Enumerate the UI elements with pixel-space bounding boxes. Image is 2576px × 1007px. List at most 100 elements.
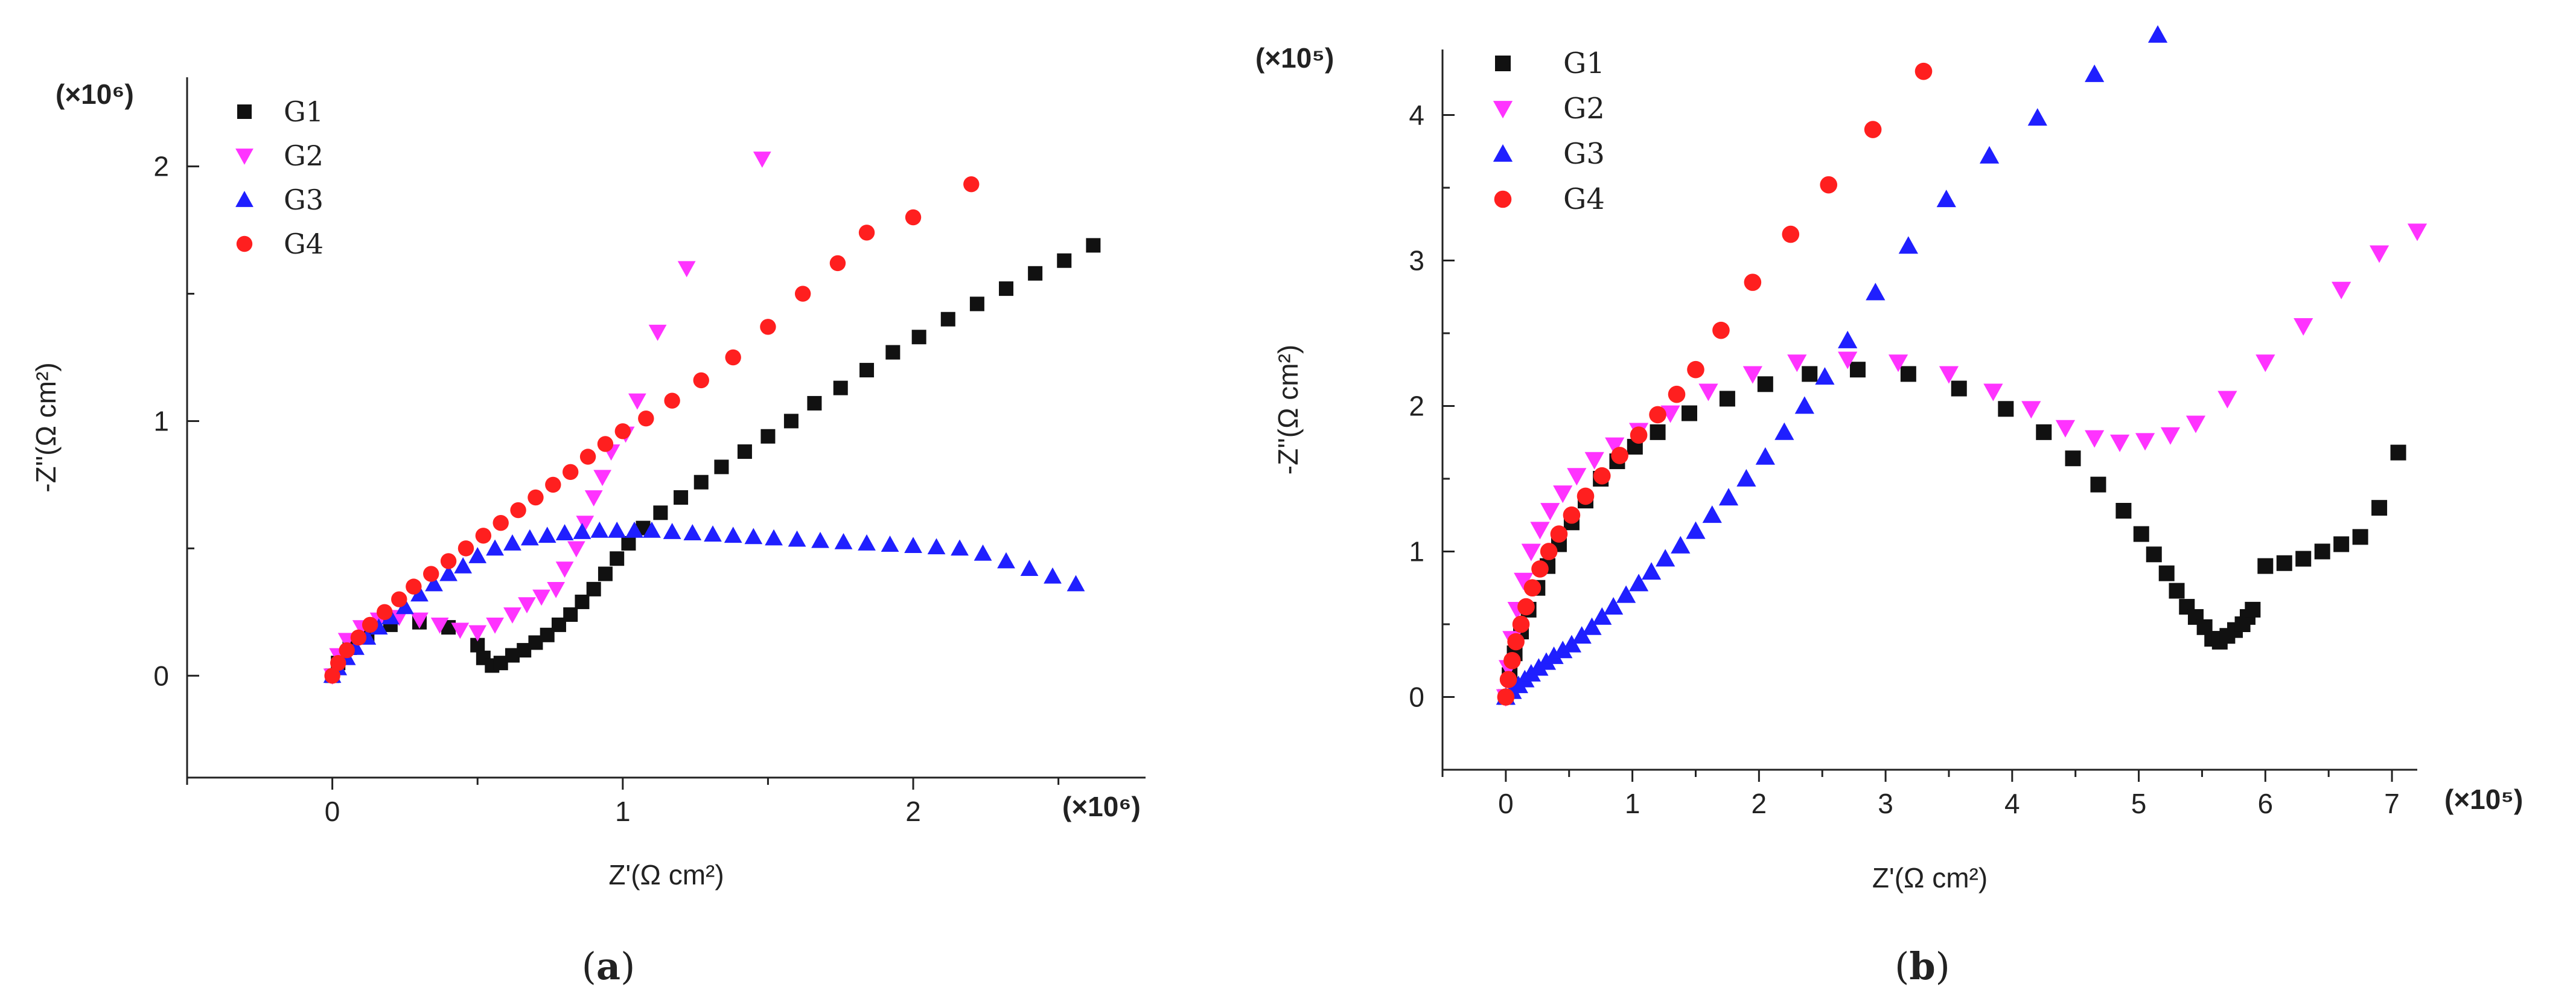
data-point xyxy=(2369,245,2389,263)
data-point xyxy=(2390,444,2406,461)
data-point xyxy=(725,349,741,366)
data-point xyxy=(1616,585,1636,603)
data-point xyxy=(1820,176,1838,194)
data-point xyxy=(2085,64,2105,82)
legend-label: G3 xyxy=(284,184,324,216)
data-point xyxy=(1681,405,1697,421)
data-point xyxy=(807,395,822,411)
data-point xyxy=(2160,427,2181,445)
data-point xyxy=(674,490,689,505)
data-point xyxy=(610,551,625,566)
data-point xyxy=(1900,366,1916,382)
data-point xyxy=(765,529,783,546)
data-point xyxy=(1936,190,1956,208)
data-point xyxy=(538,526,556,543)
data-point xyxy=(1888,354,1908,372)
legend-marker xyxy=(1494,190,1512,208)
data-point xyxy=(576,516,595,532)
data-point xyxy=(753,152,771,168)
y-tick-label: 4 xyxy=(1409,99,1424,130)
data-point xyxy=(439,564,457,581)
x-tick-label: 3 xyxy=(1878,788,1893,819)
data-point xyxy=(794,286,811,302)
data-point xyxy=(1742,366,1762,384)
legend: G1 G2 G3 G4 xyxy=(235,95,324,260)
data-point xyxy=(1838,351,1858,369)
data-point xyxy=(468,625,487,642)
data-point xyxy=(940,312,955,327)
data-point xyxy=(593,470,612,487)
data-point xyxy=(628,393,646,410)
data-point xyxy=(1687,360,1704,379)
data-point xyxy=(410,612,429,629)
data-point xyxy=(2276,555,2292,571)
series-G3 xyxy=(1496,25,2168,705)
data-point xyxy=(1584,452,1604,470)
data-point xyxy=(969,296,984,312)
data-point xyxy=(1755,447,1775,465)
legend-marker xyxy=(235,191,253,207)
data-point xyxy=(1028,266,1043,281)
data-point xyxy=(573,523,591,539)
data-point xyxy=(1702,505,1722,523)
x-axis-multiplier: (×10⁶) xyxy=(1062,791,1141,822)
data-point xyxy=(457,540,474,557)
data-point xyxy=(677,261,696,278)
data-point xyxy=(2314,543,2330,560)
data-point xyxy=(1086,238,1101,253)
data-point xyxy=(1497,688,1515,706)
data-point xyxy=(1572,626,1592,644)
data-point xyxy=(1866,283,1886,301)
data-point xyxy=(475,528,492,544)
data-point xyxy=(2055,420,2076,438)
data-point xyxy=(1656,549,1675,567)
legend-marker xyxy=(237,104,252,119)
data-point xyxy=(1794,396,1814,414)
data-point xyxy=(597,436,614,452)
data-point xyxy=(454,557,473,574)
legend: G1 G2 G3 G4 xyxy=(1493,46,1605,216)
data-point xyxy=(451,622,470,639)
data-point xyxy=(555,524,574,540)
legend-marker xyxy=(1493,144,1513,162)
data-point xyxy=(430,618,449,634)
data-point xyxy=(829,255,846,272)
data-point xyxy=(1605,437,1625,455)
data-point xyxy=(648,324,667,341)
data-point xyxy=(1550,525,1568,543)
data-point xyxy=(486,618,504,634)
y-tick-label: 2 xyxy=(153,151,169,182)
data-point xyxy=(1020,560,1039,577)
data-point xyxy=(693,475,709,490)
data-point xyxy=(1066,575,1085,592)
data-point xyxy=(1951,380,1967,397)
data-point xyxy=(621,535,636,551)
data-point xyxy=(1712,321,1730,339)
legend-marker xyxy=(236,235,253,252)
data-point xyxy=(1641,562,1662,580)
data-point xyxy=(1736,468,1756,487)
legend-label: G2 xyxy=(284,139,324,172)
data-point xyxy=(547,581,566,598)
data-point xyxy=(1660,405,1680,423)
series-G2 xyxy=(323,152,771,685)
data-point xyxy=(503,534,521,551)
x-axis-title: Z'(Ω cm²) xyxy=(1872,862,1988,894)
y-axis-multiplier: (×10⁶) xyxy=(56,78,134,110)
x-tick-label: 0 xyxy=(1498,788,1514,819)
data-point xyxy=(858,225,875,241)
data-point xyxy=(693,372,709,389)
data-point xyxy=(1782,225,1800,243)
data-point xyxy=(545,476,561,493)
data-point xyxy=(579,449,596,465)
data-point xyxy=(2332,281,2351,299)
data-point xyxy=(2294,318,2313,336)
data-point xyxy=(563,607,578,622)
data-point xyxy=(586,581,601,596)
y-tick-label: 2 xyxy=(1409,390,1424,421)
data-point xyxy=(744,528,763,545)
data-point xyxy=(1698,383,1718,401)
y-axis-title: -Z''(Ω cm²) xyxy=(1272,345,1304,475)
data-point xyxy=(643,521,661,538)
